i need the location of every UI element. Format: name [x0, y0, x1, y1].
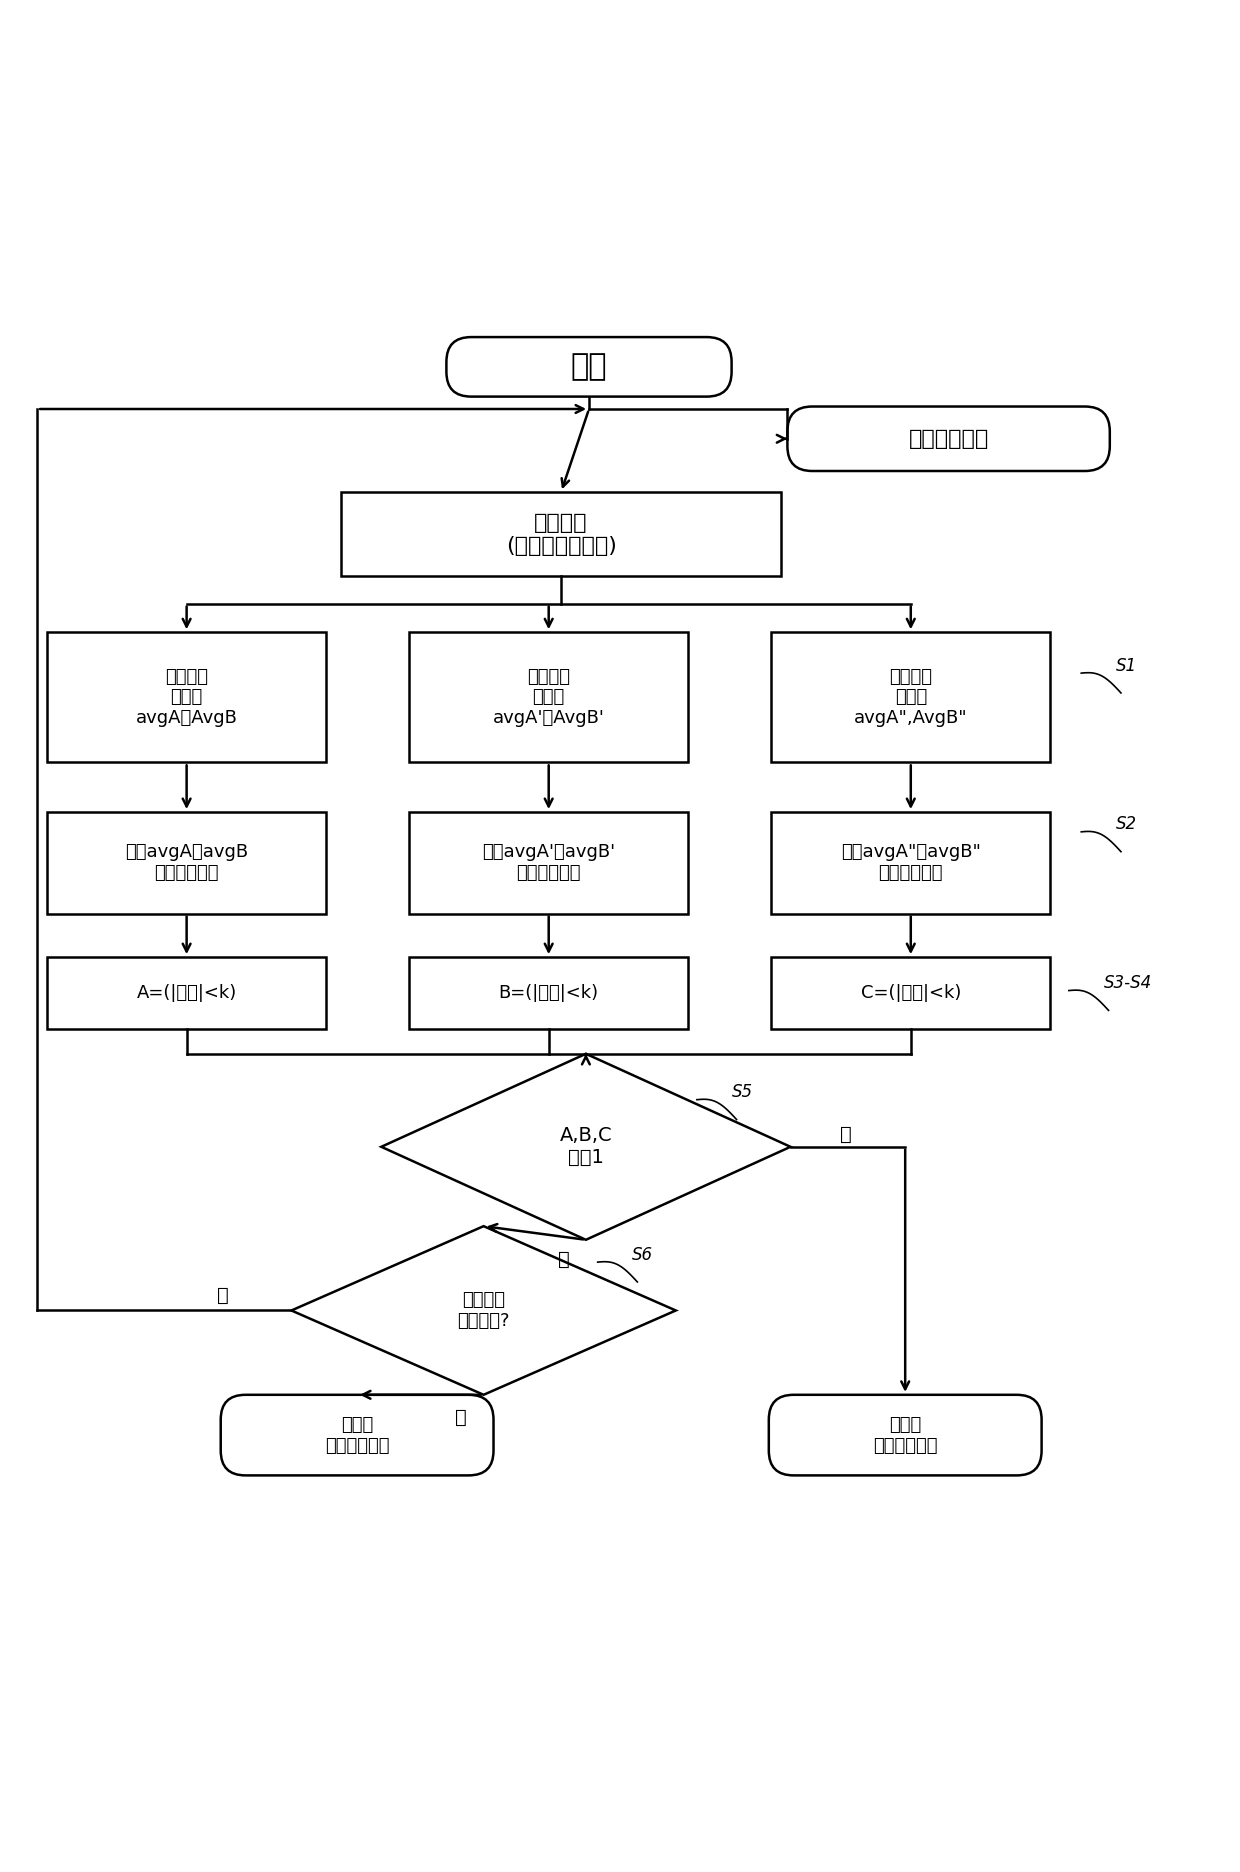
Text: B=(|时滞|<k): B=(|时滞|<k) — [498, 985, 599, 1002]
Text: 计算avgA，avgB
的互相关系数: 计算avgA，avgB 的互相关系数 — [125, 844, 248, 882]
Text: A=(|时滞|<k): A=(|时滞|<k) — [136, 985, 237, 1002]
Text: 计算avgA'，avgB'
的互相关系数: 计算avgA'，avgB' 的互相关系数 — [482, 844, 615, 882]
Bar — [341, 492, 781, 577]
Text: 否: 否 — [217, 1286, 229, 1305]
Text: 有信号
停止采集数据: 有信号 停止采集数据 — [873, 1415, 937, 1455]
Bar — [771, 633, 1050, 762]
Text: 随机分组
平均成
avgA'，AvgB': 随机分组 平均成 avgA'，AvgB' — [492, 668, 605, 726]
Text: A,B,C
都为1: A,B,C 都为1 — [559, 1127, 613, 1168]
Text: 设备采集数据: 设备采集数据 — [909, 429, 988, 449]
Text: S5: S5 — [732, 1084, 753, 1101]
FancyBboxPatch shape — [787, 406, 1110, 472]
Text: 无信号
停止采集数据: 无信号 停止采集数据 — [325, 1415, 389, 1455]
Text: 随机分组
平均成
avgA",AvgB": 随机分组 平均成 avgA",AvgB" — [854, 668, 967, 726]
Text: 是: 是 — [455, 1408, 467, 1426]
Text: 开始: 开始 — [570, 352, 608, 382]
FancyBboxPatch shape — [446, 337, 732, 397]
Text: S1: S1 — [1116, 657, 1137, 674]
Text: S6: S6 — [632, 1245, 653, 1264]
Text: 接受数据
(平均前单次数据): 接受数据 (平均前单次数据) — [506, 513, 616, 556]
Text: S3-S4: S3-S4 — [1104, 973, 1152, 992]
Text: S2: S2 — [1116, 816, 1137, 833]
Text: 是: 是 — [841, 1125, 852, 1144]
Bar — [771, 812, 1050, 914]
Text: C=(|时滞|<k): C=(|时滞|<k) — [861, 985, 961, 1002]
Polygon shape — [382, 1054, 791, 1239]
Bar — [47, 957, 326, 1030]
Bar — [409, 633, 688, 762]
Text: 随机分组
平均成
avgA，AvgB: 随机分组 平均成 avgA，AvgB — [135, 668, 238, 726]
Bar — [771, 957, 1050, 1030]
FancyBboxPatch shape — [221, 1395, 494, 1475]
Bar — [47, 633, 326, 762]
Bar — [409, 957, 688, 1030]
Text: 计算avgA"，avgB"
的互相关系数: 计算avgA"，avgB" 的互相关系数 — [841, 844, 981, 882]
Text: 达到最大
迭代次数?: 达到最大 迭代次数? — [458, 1292, 510, 1329]
Polygon shape — [291, 1226, 676, 1395]
Bar — [47, 812, 326, 914]
FancyBboxPatch shape — [769, 1395, 1042, 1475]
Bar — [409, 812, 688, 914]
Text: 否: 否 — [558, 1250, 569, 1269]
